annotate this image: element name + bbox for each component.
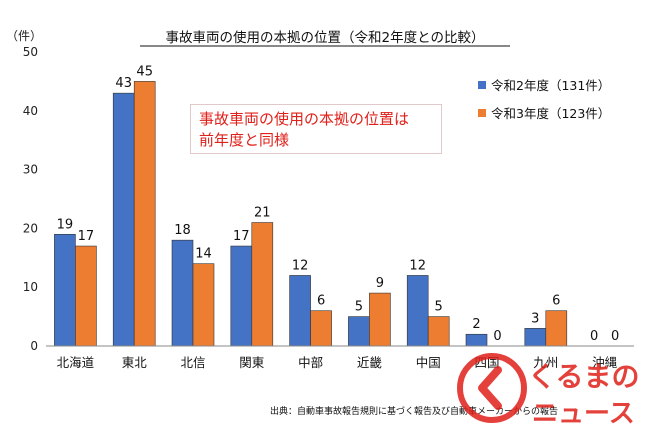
data-label-series-1: 12: [409, 258, 426, 273]
data-label-series-2: 0: [493, 329, 501, 344]
category-label: 関東: [239, 355, 265, 370]
bar-1-四国: [465, 333, 488, 347]
category-label: 中国: [416, 355, 441, 370]
y-axis-ticks: 0 10 20 30 40 50: [23, 45, 38, 353]
data-label-series-1: 12: [292, 258, 309, 273]
y-tick-label: 20: [23, 221, 38, 235]
bar-2-東北: [133, 81, 156, 347]
y-tick-label: 10: [23, 280, 38, 294]
y-tick-label: 50: [23, 45, 38, 59]
data-label-series-1: 18: [174, 223, 191, 238]
data-label-series-1: 43: [115, 76, 132, 91]
bar-2-中部: [310, 310, 332, 347]
bars-group: [54, 81, 568, 347]
y-tick-label: 40: [23, 104, 38, 118]
y-tick-label: 0: [30, 339, 38, 353]
data-label-series-2: 0: [611, 329, 619, 344]
bar-1-関東: [230, 245, 253, 347]
data-label-series-1: 5: [355, 300, 363, 315]
category-label: 北信: [180, 355, 205, 370]
category-label: 東北: [122, 355, 148, 370]
bar-2-近畿: [369, 292, 391, 347]
legend-swatch-series-1: [478, 81, 486, 89]
source-note: 出典：自動車事故報告規則に基づく報告及び自動車メーカーからの報告: [270, 405, 558, 417]
y-axis-unit-label: （件）: [6, 29, 42, 43]
annotation-box: 事故車両の使用の本拠の位置は 前年度と同様: [190, 104, 442, 154]
data-label-series-1: 3: [531, 311, 539, 326]
bar-2-九州: [545, 310, 568, 347]
data-label-series-2: 9: [376, 276, 384, 291]
bar-1-九州: [524, 328, 547, 347]
annotation-line-1: 事故車両の使用の本拠の位置は: [199, 110, 410, 128]
category-label: 九州: [533, 355, 558, 370]
bar-1-北信: [171, 239, 194, 347]
legend-label-series-2: 令和3年度（123件）: [491, 106, 610, 121]
data-label-series-1: 17: [233, 229, 250, 244]
legend-swatch-series-2: [478, 109, 486, 117]
logo-chevron: [478, 366, 502, 410]
category-label: 近畿: [357, 355, 383, 370]
bar-1-中部: [289, 275, 311, 347]
data-label-series-2: 17: [78, 229, 95, 244]
logo-text-line-2: ニュース: [532, 399, 635, 429]
data-label-series-2: 14: [195, 247, 212, 262]
bar-2-中国: [427, 316, 450, 347]
y-tick-label: 30: [23, 163, 38, 177]
chart-title: 事故車両の使用の本拠の位置（令和2年度との比較）: [166, 29, 485, 46]
bar-1-中国: [406, 275, 429, 347]
data-label-series-2: 5: [435, 300, 443, 315]
kuruma-news-logo: くるまの ニュース: [457, 353, 639, 429]
category-label: 中部: [298, 355, 323, 370]
data-label-series-2: 6: [317, 294, 325, 309]
data-label-series-2: 6: [552, 294, 560, 309]
bar-2-関東: [251, 222, 274, 347]
bar-1-北海道: [54, 233, 76, 347]
logo-ring: [457, 353, 527, 423]
category-label: 沖縄: [592, 355, 618, 370]
data-label-series-1: 0: [590, 329, 598, 344]
legend: 令和2年度（131件） 令和3年度（123件）: [478, 78, 610, 121]
annotation-line-2: 前年度と同様: [199, 131, 290, 149]
bar-2-北信: [192, 263, 215, 347]
logo-text-line-1: くるまの: [528, 360, 639, 393]
data-label-series-2: 45: [136, 64, 153, 79]
bar-1-東北: [112, 92, 135, 347]
data-label-series-2: 21: [254, 206, 271, 221]
bar-1-近畿: [348, 316, 370, 347]
data-label-series-1: 19: [57, 217, 74, 232]
data-label-series-1: 2: [472, 317, 480, 332]
legend-label-series-1: 令和2年度（131件）: [491, 78, 610, 93]
category-label: 北海道: [57, 355, 95, 370]
bar-2-北海道: [75, 245, 97, 347]
